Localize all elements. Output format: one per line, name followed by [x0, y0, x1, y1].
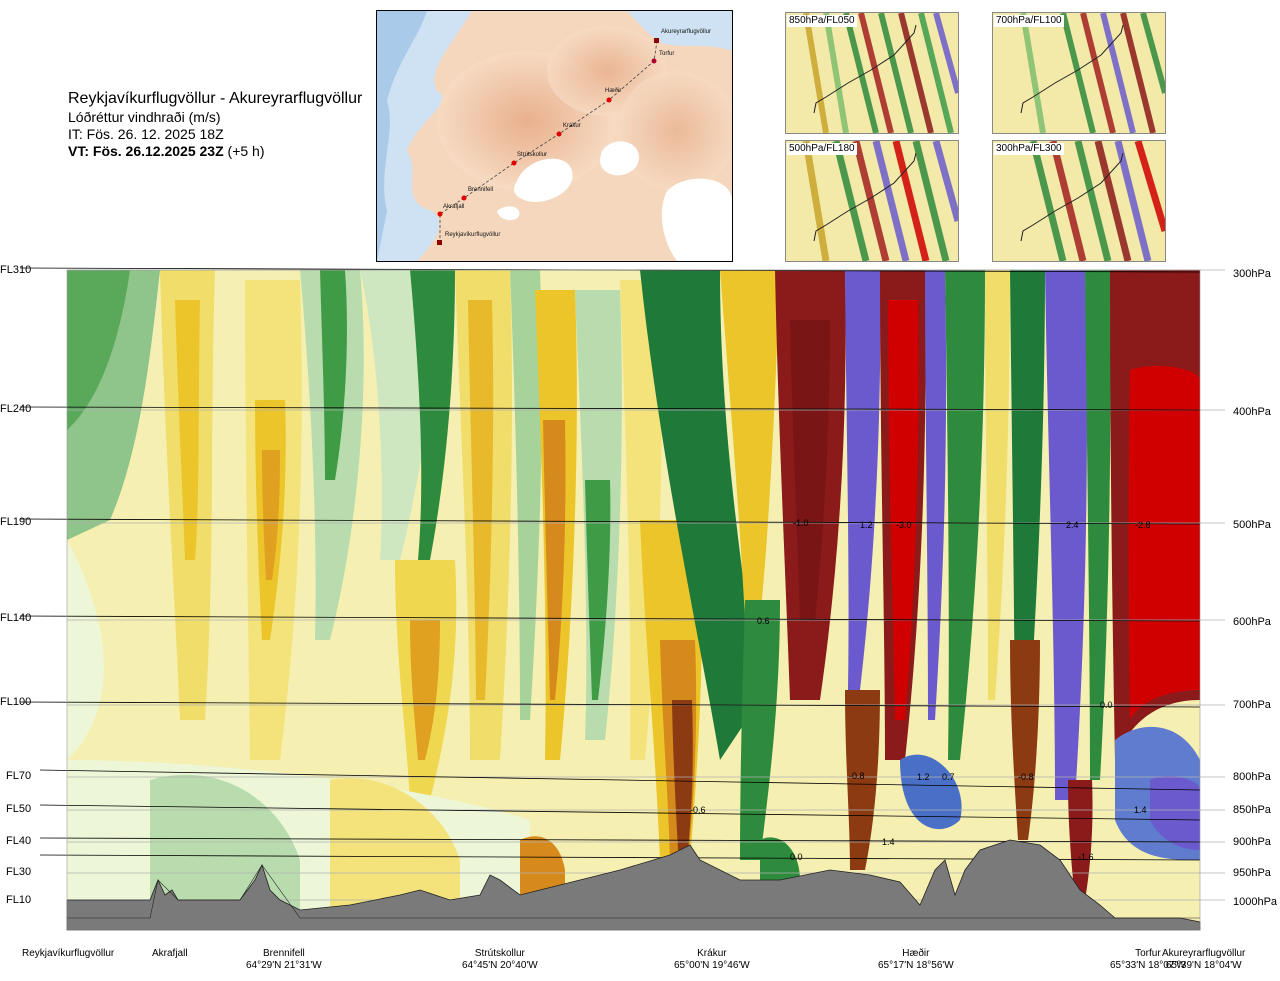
- station-coordinates: 65°17'N 18°56'W: [878, 960, 954, 971]
- mini-map-label: 300hPa/FL300: [994, 143, 1064, 155]
- contour-label: -3.0: [896, 520, 912, 530]
- hpa-label: 1000hPa: [1233, 896, 1278, 908]
- map-label-akrafjall: Akrafjall: [443, 204, 465, 210]
- contour-labels: -1.0 1.2 -3.0 2.4 -2.8 0.0 0.6 -0.8 1.2 …: [690, 518, 1151, 862]
- fl-label: FL10: [6, 894, 32, 906]
- station-torfur[interactable]: Torfur 65°33'N 18°07'W: [1110, 948, 1186, 972]
- route-title: Reykjavíkurflugvöllur - Akureyrarflugvöl…: [68, 90, 363, 107]
- contour-label: 1.2: [917, 772, 930, 782]
- hpa-label: 950hPa: [1233, 867, 1271, 879]
- mini-map-500hpa[interactable]: 500hPa/FL180: [785, 140, 959, 262]
- contour-label: 0.7: [942, 772, 955, 782]
- chart-title-block: Reykjavíkurflugvöllur - Akureyrarflugvöl…: [68, 90, 362, 160]
- mini-map-300-graphic: [993, 141, 1165, 261]
- station-coordinates: 64°45'N 20°40'W: [462, 960, 538, 971]
- fl-label: FL70: [6, 770, 32, 782]
- route-overview-map[interactable]: Akureyrarflugvöllur Torfur Hæðir Krákur …: [376, 10, 733, 262]
- mini-map-850hpa[interactable]: 850hPa/FL050: [785, 12, 959, 134]
- station-coordinates: 65°39'N 18°04'W: [1165, 960, 1242, 971]
- station-name: Akureyrarflugvöllur: [1162, 948, 1246, 959]
- station-name: Torfur: [1135, 948, 1161, 959]
- station-akrafjall[interactable]: Akrafjall: [152, 948, 188, 960]
- station-name: Hæðir: [902, 948, 930, 959]
- contour-label: 0.0: [1100, 700, 1113, 710]
- contour-label: -1.6: [1078, 852, 1094, 862]
- valid-time-offset: (+5 h): [227, 143, 265, 159]
- station-coordinates: 65°33'N 18°07'W: [1110, 960, 1186, 971]
- station-akureyri[interactable]: Akureyrarflugvöllur 65°39'N 18°04'W: [1162, 948, 1245, 972]
- contour-label: -2.8: [1135, 520, 1151, 530]
- hpa-label: 300hPa: [1233, 268, 1271, 280]
- fl-label: FL50: [6, 803, 32, 815]
- station-axis: Reykjavíkurflugvöllur Akrafjall Brennife…: [0, 948, 1280, 981]
- station-name: Krákur: [697, 948, 727, 959]
- valid-time-value: VT: Fös. 26.12.2025 23Z: [68, 143, 224, 159]
- contour-label: -1.0: [793, 518, 809, 528]
- contour-label: 1.4: [882, 837, 895, 847]
- valid-time: VT: Fös. 26.12.2025 23Z (+5 h): [68, 143, 362, 160]
- hpa-label: 600hPa: [1233, 616, 1271, 628]
- contour-label: -0.8: [1018, 772, 1034, 782]
- contour-label: 1.2: [860, 520, 873, 530]
- station-haedir[interactable]: Hæðir 65°17'N 18°56'W: [878, 948, 954, 972]
- fl-label: FL100: [0, 696, 32, 708]
- mini-map-label: 500hPa/FL180: [787, 143, 857, 155]
- station-coordinates: 65°00'N 19°46'W: [674, 960, 750, 971]
- issue-time: IT: Fös. 26. 12. 2025 18Z: [68, 126, 224, 142]
- hpa-label: 800hPa: [1233, 771, 1271, 783]
- hpa-label: 850hPa: [1233, 804, 1271, 816]
- station-name: Reykjavíkurflugvöllur: [22, 948, 115, 959]
- station-krakur[interactable]: Krákur 65°00'N 19°46'W: [674, 948, 750, 972]
- map-label-krakur: Krákur: [563, 123, 581, 129]
- map-label-torfur: Torfur: [659, 51, 675, 57]
- hpa-label: 700hPa: [1233, 699, 1271, 711]
- mini-map-700hpa[interactable]: 700hPa/FL100: [992, 12, 1166, 134]
- station-coordinates: 64°29'N 21°31'W: [246, 960, 322, 971]
- fl-label: FL140: [0, 612, 32, 624]
- fl-label: FL190: [0, 516, 32, 528]
- map-label-akureyri: Akureyrarflugvöllur: [661, 29, 712, 35]
- fl-label: FL310: [0, 264, 32, 276]
- parameter-label: Lóðréttur vindhraði (m/s): [68, 109, 221, 125]
- contour-label: 0.6: [757, 616, 770, 626]
- contour-label: 1.4: [1134, 805, 1147, 815]
- contour-label: 2.4: [1066, 520, 1079, 530]
- mini-map-850-graphic: [786, 13, 958, 133]
- station-name: Brennifell: [263, 948, 305, 959]
- terrain-profile: [66, 839, 1201, 931]
- station-name: Akrafjall: [152, 948, 188, 959]
- mini-map-500-graphic: [786, 141, 958, 261]
- hpa-label: 900hPa: [1233, 836, 1271, 848]
- fl-label: FL40: [6, 835, 32, 847]
- station-brennifell[interactable]: Brennifell 64°29'N 21°31'W: [246, 948, 322, 972]
- map-label-reykjavik: Reykjavíkurflugvöllur: [445, 232, 501, 238]
- map-label-strutskollur: Strútskollur: [517, 152, 548, 158]
- contour-label: 0.0: [790, 852, 803, 862]
- station-strutskollur[interactable]: Strútskollur 64°45'N 20°40'W: [462, 948, 538, 972]
- contour-label: -0.6: [690, 805, 706, 815]
- vertical-cross-section[interactable]: -1.0 1.2 -3.0 2.4 -2.8 0.0 0.6 -0.8 1.2 …: [0, 258, 1280, 938]
- hpa-label: 400hPa: [1233, 406, 1271, 418]
- map-label-brennifell: Brennifell: [468, 187, 494, 193]
- map-label-haedir: Hæðir: [605, 88, 622, 94]
- mini-map-300hpa[interactable]: 300hPa/FL300: [992, 140, 1166, 262]
- mini-map-700-graphic: [993, 13, 1165, 133]
- fl-label: FL240: [0, 403, 32, 415]
- hpa-label: 500hPa: [1233, 519, 1271, 531]
- station-reykjavik[interactable]: Reykjavíkurflugvöllur: [22, 948, 114, 960]
- route-map-graphic: [377, 11, 732, 261]
- mini-map-label: 700hPa/FL100: [994, 15, 1064, 27]
- fl-label: FL30: [6, 866, 32, 878]
- contour-label: -0.8: [849, 771, 865, 781]
- mini-map-label: 850hPa/FL050: [787, 15, 857, 27]
- station-name: Strútskollur: [474, 948, 525, 959]
